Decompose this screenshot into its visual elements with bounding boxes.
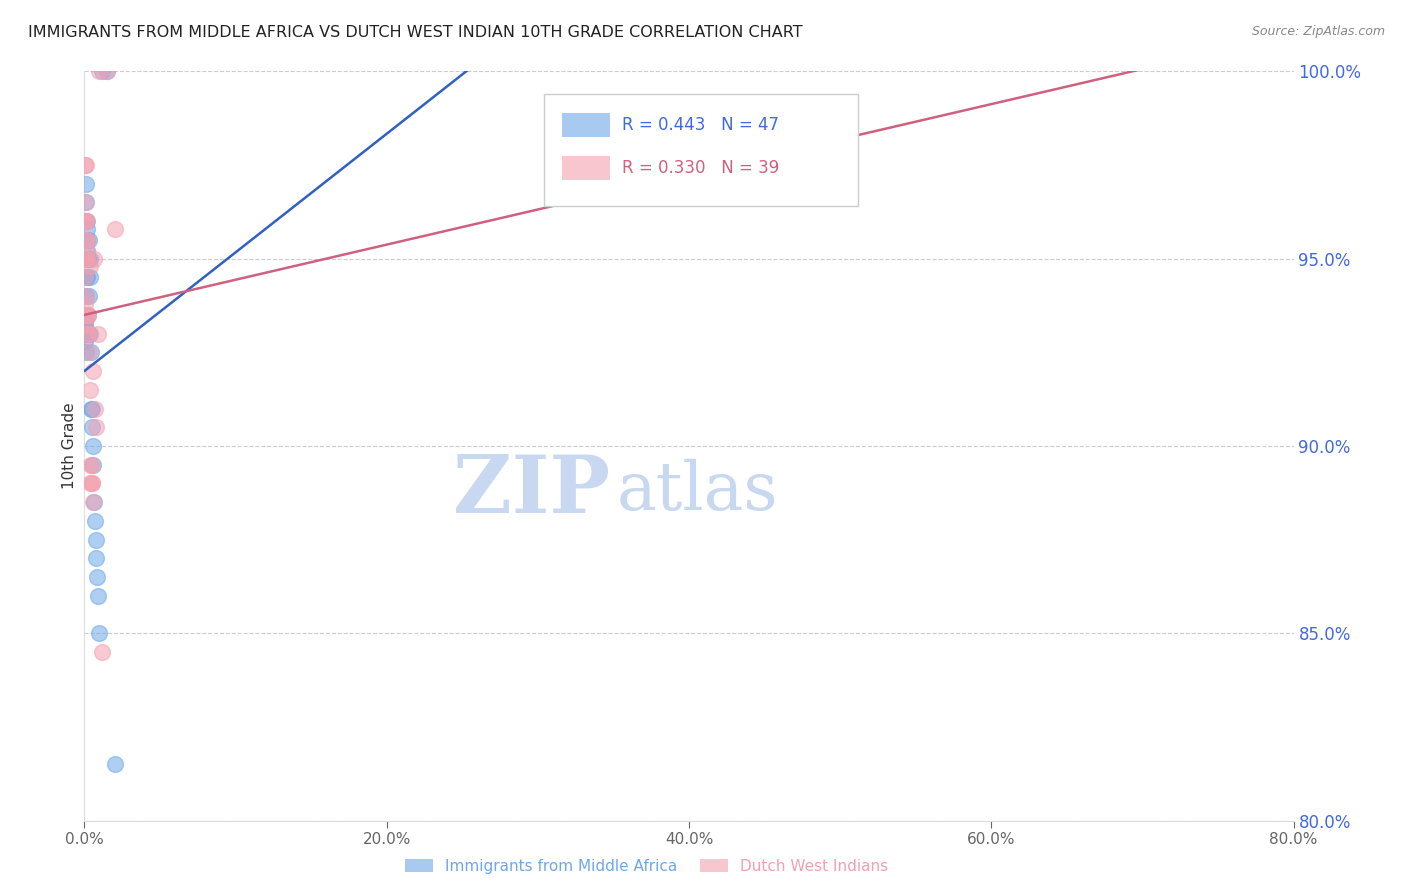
Point <box>87 326 110 341</box>
Point <box>77 308 100 322</box>
Point <box>75 289 97 303</box>
Text: Source: ZipAtlas.com: Source: ZipAtlas.com <box>1251 25 1385 38</box>
Point <box>96 64 118 78</box>
Point <box>80 401 103 416</box>
Point <box>77 326 100 341</box>
Point <box>73 315 96 329</box>
Point <box>76 233 98 247</box>
Text: atlas: atlas <box>616 458 778 524</box>
Point <box>75 158 97 172</box>
Point <box>75 214 97 228</box>
Point <box>75 252 97 266</box>
Point <box>82 364 104 378</box>
Point <box>89 64 111 78</box>
Point <box>82 439 104 453</box>
Point <box>84 533 107 547</box>
Point <box>80 401 103 416</box>
Point <box>89 626 111 640</box>
Point <box>77 289 100 303</box>
Point <box>75 289 97 303</box>
Point <box>75 334 97 348</box>
Point <box>79 259 101 273</box>
Point <box>91 64 114 78</box>
Point <box>76 252 98 266</box>
Point <box>104 221 127 235</box>
Point <box>76 252 98 266</box>
Y-axis label: 10th Grade: 10th Grade <box>62 402 77 490</box>
Point <box>79 326 101 341</box>
Point <box>75 311 97 326</box>
Bar <box>562 156 610 180</box>
Point <box>80 420 103 434</box>
Point <box>82 458 104 472</box>
Text: R = 0.443   N = 47: R = 0.443 N = 47 <box>623 116 779 135</box>
Point <box>79 383 101 397</box>
Point <box>86 420 108 434</box>
Point <box>75 177 97 191</box>
Point <box>79 252 101 266</box>
Point <box>76 326 98 341</box>
Point <box>73 195 96 210</box>
Point <box>80 458 103 472</box>
Point <box>75 252 97 266</box>
Point <box>80 476 103 491</box>
Point <box>76 233 98 247</box>
Bar <box>544 94 858 206</box>
Point <box>80 458 103 472</box>
Point <box>91 645 114 659</box>
Point <box>77 326 100 341</box>
Text: IMMIGRANTS FROM MIDDLE AFRICA VS DUTCH WEST INDIAN 10TH GRADE CORRELATION CHART: IMMIGRANTS FROM MIDDLE AFRICA VS DUTCH W… <box>28 25 803 40</box>
Point <box>111 45 134 60</box>
Point <box>73 319 96 334</box>
Point <box>76 214 98 228</box>
Point <box>76 244 98 259</box>
Text: ZIP: ZIP <box>453 452 610 530</box>
Point <box>79 476 101 491</box>
Point <box>75 158 97 172</box>
Point <box>76 252 98 266</box>
Point <box>75 345 97 359</box>
Point <box>86 570 108 584</box>
Point <box>73 323 96 337</box>
Point <box>75 308 97 322</box>
Point <box>76 221 98 235</box>
Point <box>73 311 96 326</box>
Point <box>76 270 98 285</box>
Point <box>80 345 103 359</box>
Point <box>75 270 97 285</box>
Bar <box>562 113 610 137</box>
Point <box>73 296 96 310</box>
Point <box>73 319 96 334</box>
Point <box>75 214 97 228</box>
Point <box>75 308 97 322</box>
Point <box>86 551 108 566</box>
Point <box>73 326 96 341</box>
Point <box>77 308 100 322</box>
Point <box>104 757 127 772</box>
Point <box>87 589 110 603</box>
Point <box>76 308 98 322</box>
Point <box>84 401 107 416</box>
Point <box>83 252 105 266</box>
Point <box>82 495 104 509</box>
Point <box>73 319 96 334</box>
Point <box>96 64 118 78</box>
Point <box>79 270 101 285</box>
Legend: Immigrants from Middle Africa, Dutch West Indians: Immigrants from Middle Africa, Dutch Wes… <box>399 853 894 880</box>
Point <box>75 195 97 210</box>
Point <box>75 214 97 228</box>
Point <box>73 326 96 341</box>
Point <box>77 345 100 359</box>
Point <box>77 233 100 247</box>
Point <box>75 270 97 285</box>
Point <box>73 308 96 322</box>
Point <box>84 514 107 528</box>
Text: R = 0.330   N = 39: R = 0.330 N = 39 <box>623 159 780 177</box>
Point <box>80 476 103 491</box>
Point <box>76 233 98 247</box>
Point <box>76 244 98 259</box>
Point <box>83 495 105 509</box>
